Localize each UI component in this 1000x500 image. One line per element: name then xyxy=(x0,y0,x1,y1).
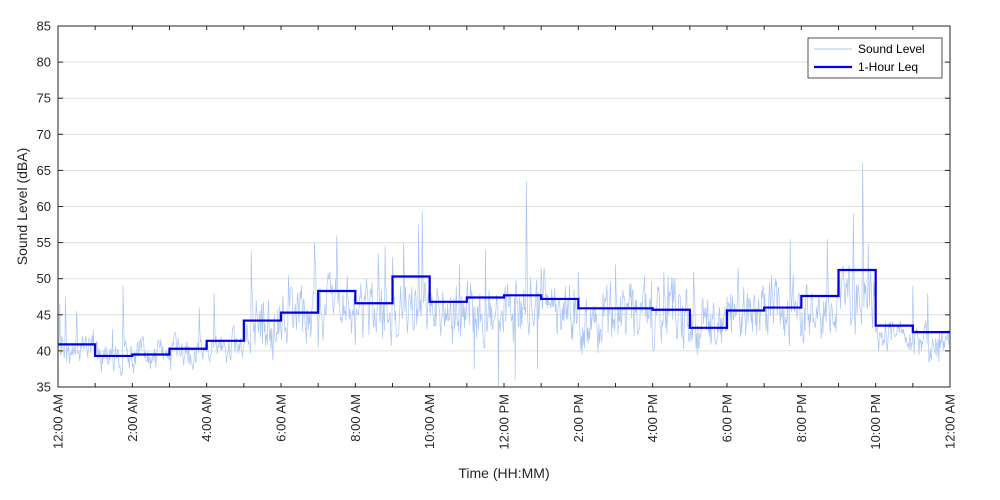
x-tick-label: 10:00 AM xyxy=(422,394,437,449)
y-tick-label: 70 xyxy=(37,127,51,142)
x-tick-label: 6:00 AM xyxy=(274,394,289,442)
y-tick-label: 60 xyxy=(37,199,51,214)
x-axis-tick-labels: 12:00 AM 2:00 AM 4:00 AM 6:00 AM 8:00 AM 10:0… xyxy=(51,394,958,450)
x-tick-label: 2:00 PM xyxy=(571,394,586,442)
x-tick-label: 12:00 PM xyxy=(497,394,512,450)
legend-box xyxy=(807,37,943,79)
x-tick-label: 8:00 PM xyxy=(794,394,809,442)
sound-level-line xyxy=(57,163,950,388)
x-tick-label: 10:00 PM xyxy=(868,394,883,450)
x-tick-label: 4:00 PM xyxy=(645,394,660,442)
x-tick-label: 2:00 AM xyxy=(125,394,140,442)
leq-step-line xyxy=(58,268,950,358)
x-tick-label: 12:00 AM xyxy=(943,394,958,449)
legend-entry-leq: 1-Hour Leq xyxy=(858,60,918,74)
y-tick-label: 75 xyxy=(37,91,51,106)
y-tick-label: 65 xyxy=(37,163,51,178)
axis-ticks xyxy=(57,25,951,388)
y-tick-label: 55 xyxy=(37,235,51,250)
x-tick-label: 6:00 PM xyxy=(720,394,735,442)
leq-series xyxy=(58,268,950,358)
y-tick-label: 50 xyxy=(37,271,51,286)
y-tick-label: 35 xyxy=(37,380,51,395)
x-axis-label: Time (HH:MM) xyxy=(458,465,549,481)
y-tick-label: 40 xyxy=(37,343,51,358)
legend-entry-sound-level: Sound Level xyxy=(858,42,925,56)
x-tick-label: 4:00 AM xyxy=(199,394,214,442)
x-tick-label: 8:00 AM xyxy=(348,394,363,442)
legend: Sound Level 1-Hour Leq xyxy=(807,37,943,79)
y-axis-label: Sound Level (dBA) xyxy=(14,148,30,266)
y-tick-label: 85 xyxy=(37,19,51,34)
y-axis-tick-labels: 35 40 45 50 55 60 65 70 75 80 85 xyxy=(37,19,51,395)
y-tick-label: 45 xyxy=(37,307,51,322)
sound-level-series xyxy=(57,163,950,388)
y-tick-label: 80 xyxy=(37,55,51,70)
x-tick-label: 12:00 AM xyxy=(51,394,66,449)
